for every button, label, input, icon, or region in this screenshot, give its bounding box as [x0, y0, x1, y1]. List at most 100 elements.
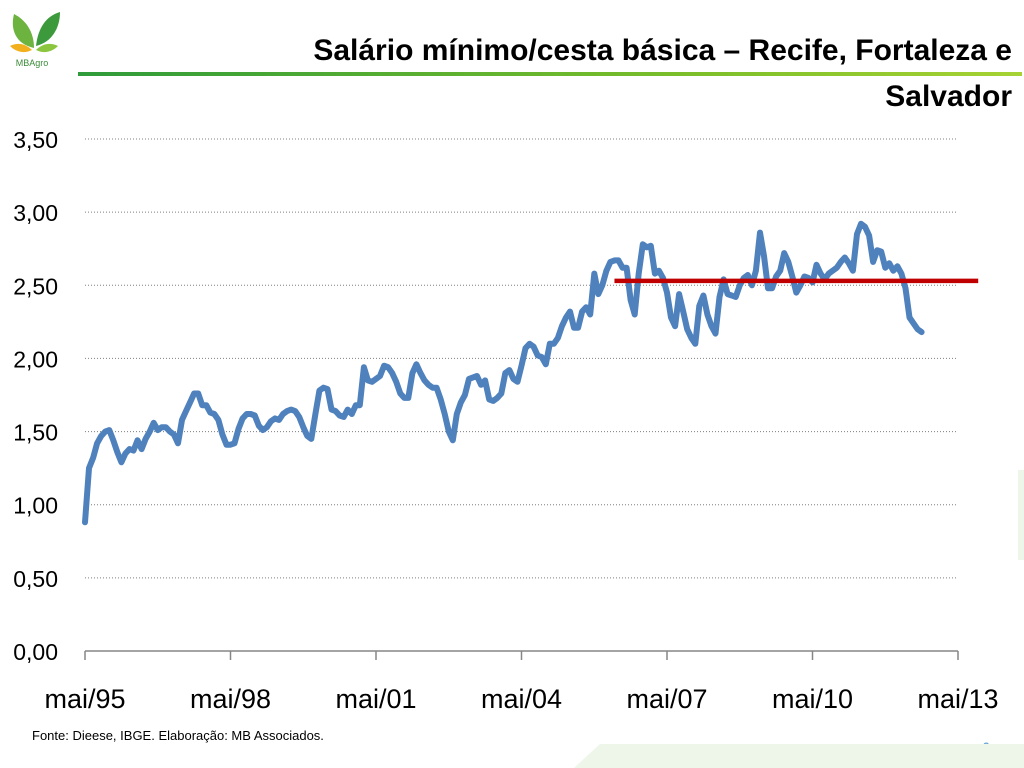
data-point [524, 347, 527, 349]
data-point [124, 452, 126, 455]
data-point [670, 316, 672, 319]
data-point [520, 365, 523, 367]
y-axis-tick-labels: 0,00 0,50 1,00 1,50 2,00 2,50 3,00 3,50 [13, 127, 58, 665]
data-point [448, 431, 450, 433]
data-point [351, 413, 353, 415]
data-point [173, 433, 175, 436]
data-point [771, 287, 773, 289]
data-point [318, 390, 320, 392]
y-tick-label: 3,50 [13, 127, 58, 153]
data-point [743, 277, 745, 279]
data-point [504, 372, 506, 374]
data-point [476, 375, 478, 377]
data-point [690, 337, 692, 339]
series-line [82, 220, 925, 526]
data-point [727, 293, 729, 295]
right-edge-decoration [1018, 470, 1024, 560]
data-point [706, 313, 709, 316]
data-point [132, 450, 135, 452]
data-point [662, 277, 664, 279]
data-point [674, 325, 676, 327]
data-point [128, 448, 131, 450]
y-tick-label: 1,00 [13, 493, 58, 519]
data-point [415, 363, 417, 365]
data-point [116, 451, 118, 453]
data-point [395, 381, 397, 383]
x-axis [84, 650, 959, 660]
data-point [917, 328, 919, 330]
data-point [775, 275, 777, 278]
data-point [436, 387, 438, 389]
data-point [581, 311, 583, 313]
y-tick-label: 1,50 [13, 420, 58, 446]
data-point [480, 384, 482, 386]
x-tick-label: mai/98 [190, 684, 271, 714]
data-point [335, 410, 337, 412]
data-point [529, 343, 531, 345]
data-point [654, 273, 656, 275]
data-point [634, 313, 636, 316]
y-tick-label: 2,50 [13, 273, 58, 299]
data-point [783, 252, 785, 254]
data-point [803, 275, 806, 278]
data-point [787, 261, 789, 263]
data-point [884, 267, 886, 269]
data-point [411, 372, 413, 374]
data-point [157, 429, 159, 431]
data-point [452, 439, 454, 441]
data-point [609, 261, 612, 263]
data-point [391, 372, 393, 374]
data-point [169, 431, 171, 433]
data-point [177, 442, 179, 444]
data-point [399, 392, 401, 395]
data-point [500, 392, 502, 395]
data-point [621, 267, 624, 269]
data-point [779, 270, 781, 272]
data-point [638, 273, 640, 275]
data-point [419, 372, 422, 374]
data-point [153, 422, 155, 424]
data-point [84, 521, 86, 523]
data-point [464, 394, 466, 396]
data-point [403, 397, 405, 399]
x-tick-label: mai/04 [481, 684, 562, 714]
data-point [145, 438, 147, 440]
data-point [492, 400, 494, 402]
data-point [367, 379, 369, 381]
data-point [565, 316, 567, 319]
data-point [472, 376, 474, 378]
data-point [601, 284, 603, 286]
data-point [880, 251, 882, 253]
data-point [258, 425, 260, 427]
data-point [217, 419, 219, 421]
data-point [181, 419, 183, 421]
data-point [561, 325, 563, 327]
data-point [440, 398, 442, 400]
data-point [290, 409, 292, 411]
data-point [549, 343, 551, 345]
data-point [815, 264, 818, 266]
data-point [646, 246, 648, 248]
data-point [347, 409, 349, 411]
data-point [597, 293, 599, 295]
data-point [605, 270, 608, 272]
data-point [537, 354, 539, 357]
data-point [149, 431, 151, 433]
data-point [799, 284, 802, 286]
data-point [197, 392, 199, 395]
data-point [108, 429, 110, 431]
data-point [488, 398, 490, 400]
data-point [626, 267, 628, 269]
data-point [589, 313, 591, 316]
data-point [702, 294, 705, 297]
y-tick-label: 2,00 [13, 346, 58, 372]
data-point [755, 270, 757, 272]
data-point [387, 366, 389, 368]
data-point [407, 397, 409, 399]
data-point [104, 431, 106, 433]
data-point [541, 356, 543, 358]
data-point [710, 325, 713, 327]
data-point [209, 412, 211, 414]
